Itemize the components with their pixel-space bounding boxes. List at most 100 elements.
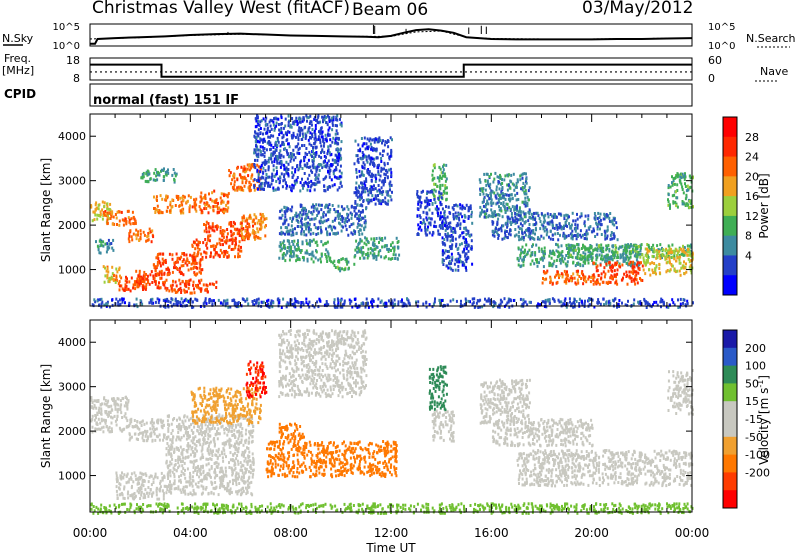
- power-cell: [205, 227, 208, 230]
- power-cell: [426, 204, 429, 208]
- power-cell: [162, 262, 165, 266]
- power-cell: [241, 188, 243, 191]
- power-cell: [297, 243, 299, 247]
- power-cell: [517, 230, 520, 234]
- power-cell: [650, 305, 653, 309]
- power-cell: [572, 251, 575, 255]
- power-cell: [156, 260, 159, 264]
- power-cell: [112, 278, 115, 281]
- power-cell: [213, 283, 215, 287]
- power-cell: [141, 280, 144, 283]
- power-cell: [504, 193, 507, 196]
- power-cell: [635, 278, 638, 282]
- power-cell: [561, 257, 564, 261]
- power-cell: [465, 232, 468, 236]
- power-cell: [373, 244, 376, 248]
- power-cell: [290, 224, 293, 228]
- power-cell: [646, 251, 649, 255]
- power-cell: [262, 132, 264, 136]
- power-cell: [305, 249, 308, 253]
- power-cell: [320, 254, 323, 258]
- power-cell: [456, 223, 459, 227]
- power-cell: [369, 185, 372, 189]
- power-cell: [548, 264, 551, 268]
- power-cell: [284, 182, 287, 186]
- power-cell: [194, 297, 197, 301]
- power-cell: [255, 143, 258, 147]
- power-cell: [292, 173, 295, 177]
- power-cell: [506, 183, 509, 187]
- power-cell: [216, 225, 219, 229]
- power-cell: [118, 288, 121, 292]
- power-cell: [291, 155, 294, 159]
- power-cell: [289, 252, 292, 256]
- power-cell: [359, 217, 362, 221]
- power-cell: [689, 264, 692, 268]
- power-cell: [156, 173, 159, 177]
- power-cell: [613, 253, 616, 257]
- power-cell: [240, 229, 243, 233]
- power-cell: [519, 214, 522, 218]
- power-cell: [240, 245, 242, 249]
- power-cell: [296, 176, 299, 179]
- power-cell: [147, 238, 150, 242]
- power-cell: [326, 114, 329, 118]
- power-cell: [303, 233, 306, 237]
- power-cell: [655, 253, 658, 257]
- power-cell: [599, 212, 602, 216]
- power-cell: [165, 198, 168, 202]
- power-cell: [121, 300, 124, 304]
- power-cell: [226, 251, 229, 254]
- power-cell: [192, 256, 195, 259]
- power-cell: [518, 206, 521, 210]
- power-cell: [609, 257, 612, 261]
- power-cell: [230, 223, 233, 227]
- power-cell: [199, 261, 202, 265]
- power-cell: [523, 215, 526, 219]
- power-cell: [219, 226, 222, 229]
- power-cell: [619, 256, 622, 260]
- power-cell: [114, 213, 117, 216]
- power-cell: [277, 157, 280, 161]
- power-cell: [335, 129, 338, 133]
- power-cell: [625, 270, 628, 274]
- power-cell: [628, 274, 631, 278]
- power-cell: [536, 211, 539, 215]
- power-cell: [600, 257, 602, 261]
- power-cell: [103, 280, 106, 284]
- power-cell: [291, 205, 294, 209]
- power-cell: [448, 245, 451, 249]
- power-cell: [374, 202, 377, 206]
- power-cell: [289, 125, 292, 129]
- power-cell: [459, 227, 462, 230]
- power-cell: [245, 179, 248, 183]
- power-cell: [256, 235, 259, 239]
- power-cell: [571, 276, 574, 280]
- power-cell: [559, 212, 562, 216]
- power-cell: [199, 195, 202, 199]
- power-cell: [518, 227, 521, 230]
- power-cell: [257, 219, 260, 222]
- power-cell: [509, 186, 512, 190]
- power-cell: [642, 258, 645, 262]
- power-cell: [327, 159, 330, 163]
- power-cell: [360, 216, 363, 220]
- power-cell: [354, 232, 356, 236]
- power-cell: [195, 203, 198, 207]
- power-cell: [505, 221, 508, 225]
- power-cell: [285, 166, 288, 170]
- power-cell: [568, 253, 571, 257]
- power-cell: [564, 297, 567, 301]
- power-cell: [171, 257, 174, 261]
- power-cell: [354, 248, 357, 252]
- power-cell: [348, 266, 350, 270]
- power-cell: [154, 178, 157, 182]
- power-cell: [424, 200, 427, 204]
- power-cell: [515, 217, 518, 221]
- power-cell: [324, 159, 326, 163]
- power-cell: [128, 220, 131, 224]
- power-cell: [506, 223, 509, 227]
- power-cell: [297, 245, 300, 249]
- power-cell: [178, 288, 181, 291]
- power-cell: [335, 168, 338, 172]
